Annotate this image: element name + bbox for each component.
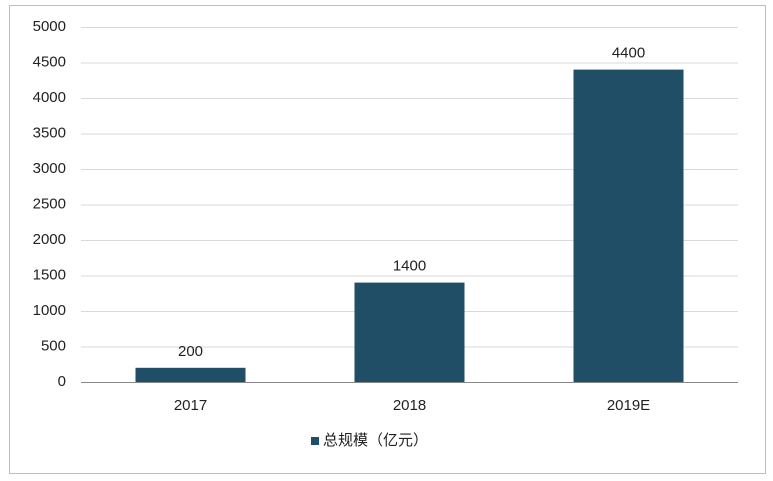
data-label: 200: [178, 343, 203, 360]
x-tick-label: 2019E: [607, 397, 650, 414]
y-tick-label: 2000: [33, 231, 66, 248]
y-tick-label: 1000: [33, 302, 66, 319]
y-tick-label: 0: [58, 373, 66, 390]
data-label: 4400: [612, 45, 645, 62]
y-tick-label: 2500: [33, 195, 66, 212]
data-label: 1400: [393, 258, 426, 275]
y-tick-label: 4500: [33, 53, 66, 70]
y-tick-label: 3000: [33, 160, 66, 177]
bar: [354, 282, 465, 382]
y-tick-label: 5000: [33, 18, 66, 35]
x-tick-label: 2018: [393, 397, 426, 414]
legend-swatch: [311, 437, 319, 445]
legend-label: 总规模（亿元）: [323, 432, 428, 449]
x-tick-label: 2017: [174, 397, 207, 414]
y-tick-label: 3500: [33, 124, 66, 141]
bar: [573, 69, 684, 382]
y-tick-label: 4000: [33, 89, 66, 106]
y-tick-label: 500: [41, 337, 66, 354]
bar: [135, 367, 246, 382]
y-tick-label: 1500: [33, 266, 66, 283]
